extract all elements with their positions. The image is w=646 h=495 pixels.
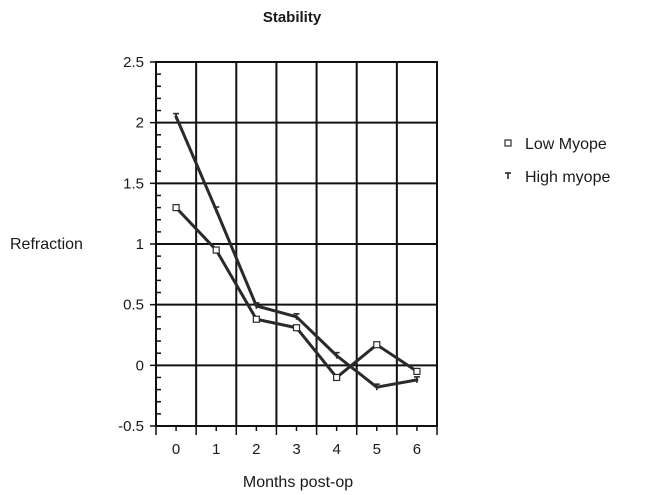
- data-point-high-myope: [253, 302, 260, 309]
- data-point-low-myope: [292, 324, 301, 332]
- x-tick-label: 5: [373, 441, 381, 458]
- data-point-high-myope: [333, 351, 340, 359]
- legend-marker-low-myope: [504, 139, 512, 147]
- x-tick-label: 0: [172, 441, 180, 458]
- data-point-high-myope: [213, 206, 220, 214]
- data-point-high-myope: [173, 112, 180, 120]
- x-tick-label: 1: [212, 441, 220, 458]
- y-tick-label: -0.5: [118, 418, 144, 435]
- y-tick-label: 2.5: [123, 54, 144, 71]
- y-axis-label: Refraction: [10, 236, 83, 253]
- x-tick-label: 3: [292, 441, 300, 458]
- x-axis-label: Months post-op: [243, 474, 353, 491]
- data-point-low-myope: [252, 315, 260, 323]
- y-tick-label: 0: [136, 357, 144, 374]
- legend-label-low-myope: Low Myope: [525, 136, 607, 153]
- x-tick-label: 4: [332, 441, 340, 458]
- data-point-low-myope: [333, 373, 341, 382]
- data-point-high-myope: [373, 383, 380, 391]
- y-tick-label: 0.5: [123, 297, 144, 314]
- x-tick-label: 6: [413, 441, 421, 458]
- y-tick-label: 1.5: [123, 175, 144, 192]
- chart-title: Stability: [263, 9, 322, 26]
- y-tick-label: 1: [136, 236, 144, 253]
- data-point-low-myope: [212, 246, 220, 254]
- legend-label-high-myope: High myope: [525, 169, 610, 186]
- data-point-high-myope: [293, 312, 300, 320]
- plot-area: -0.5 0 0.5 1 1.5 2 2.5 0 1 2 3 4 5 6: [118, 54, 438, 458]
- series-line-low-myope: [174, 206, 419, 379]
- legend: Low Myope High myope: [504, 136, 610, 186]
- data-point-low-myope: [373, 341, 381, 349]
- data-point-high-myope: [413, 376, 420, 383]
- data-point-low-myope: [413, 367, 421, 375]
- y-tick-label: 2: [136, 115, 144, 132]
- data-point-low-myope: [172, 204, 180, 212]
- legend-marker-high-myope: [505, 172, 511, 179]
- x-tick-label: 2: [252, 441, 260, 458]
